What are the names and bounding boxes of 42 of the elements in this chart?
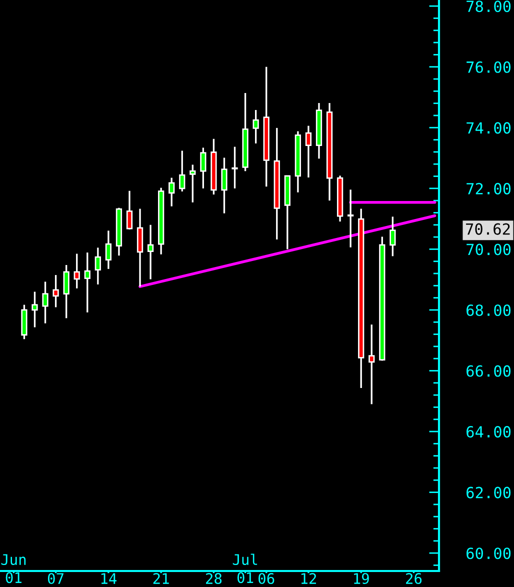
candlestick bbox=[232, 146, 238, 190]
y-tick-label: 76.00 bbox=[466, 61, 511, 73]
candlestick bbox=[52, 274, 59, 308]
x-tick-label: 21 bbox=[153, 573, 169, 584]
y-tick-label: 74.00 bbox=[466, 122, 511, 134]
candlestick bbox=[252, 109, 259, 144]
x-tick-label: 28 bbox=[206, 573, 222, 584]
y-tick-label: 66.00 bbox=[466, 365, 511, 377]
y-tick-label: 64.00 bbox=[466, 426, 511, 438]
x-tick-label: 06 bbox=[258, 573, 274, 584]
y-tick-label: 72.00 bbox=[466, 182, 511, 194]
candlestick bbox=[348, 188, 354, 248]
y-tick-label: 70.00 bbox=[466, 244, 511, 256]
candlestick bbox=[126, 190, 133, 230]
candlestick bbox=[84, 252, 90, 314]
candlestick bbox=[221, 156, 228, 214]
x-tick-label: 14 bbox=[101, 573, 117, 584]
x-tick-label: 19 bbox=[354, 573, 369, 584]
candlestick bbox=[32, 290, 38, 328]
x-tick-label: 07 bbox=[48, 573, 64, 584]
candlestick bbox=[147, 224, 154, 280]
y-tick-label: 78.00 bbox=[466, 0, 511, 12]
candlestick bbox=[179, 150, 186, 192]
candlestick bbox=[368, 324, 375, 405]
x-tick-label: 26 bbox=[406, 573, 422, 584]
candlestick bbox=[190, 164, 196, 204]
y-tick-label: 62.00 bbox=[466, 486, 511, 498]
candlestick bbox=[42, 280, 48, 324]
y-tick-label: 68.00 bbox=[466, 304, 511, 316]
x-tick-label: 12 bbox=[301, 573, 316, 584]
candlestick bbox=[63, 264, 70, 320]
candlestick bbox=[105, 230, 112, 270]
x-tick-label: Jul 01 bbox=[232, 554, 258, 584]
y-tick-label: 60.00 bbox=[466, 548, 511, 560]
candlestick bbox=[94, 246, 101, 286]
candlestick bbox=[305, 124, 312, 178]
candlestick bbox=[74, 252, 80, 290]
x-tick-label: Jun 01 bbox=[1, 554, 26, 584]
candlestick bbox=[390, 216, 396, 258]
text: 70.62 bbox=[466, 223, 510, 235]
candlestick bbox=[168, 176, 175, 208]
candlestick bbox=[200, 146, 206, 190]
